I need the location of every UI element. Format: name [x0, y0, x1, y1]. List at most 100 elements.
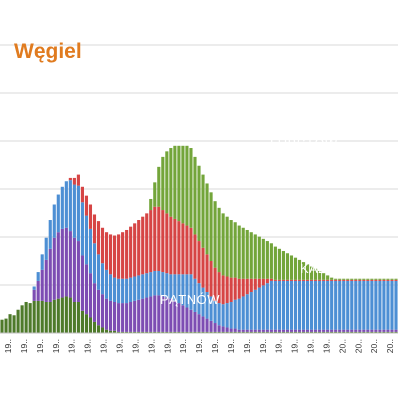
bar: [354, 329, 358, 332]
bar: [52, 237, 56, 300]
bar: [245, 331, 249, 333]
bar: [4, 318, 8, 333]
bar: [80, 255, 84, 311]
bar: [326, 280, 330, 330]
bar: [121, 232, 125, 279]
bar: [48, 220, 52, 249]
bar: [165, 331, 169, 333]
bar: [40, 300, 44, 333]
bar: [233, 328, 237, 332]
bar: [273, 246, 277, 280]
bar: [100, 227, 105, 264]
bar: [217, 207, 221, 273]
bar: [201, 247, 205, 288]
bar: [281, 251, 285, 280]
bar: [177, 331, 181, 333]
bar: [197, 331, 201, 333]
bar: [60, 186, 64, 229]
bar: [161, 296, 165, 332]
bar: [354, 280, 358, 330]
bar: [249, 331, 253, 333]
bar: [169, 148, 173, 217]
bar: [181, 274, 185, 306]
bar: [346, 279, 350, 281]
x-tick-label: 19..: [51, 339, 61, 353]
bar: [310, 331, 314, 333]
bar: [217, 272, 221, 304]
chart-title: Węgiel: [14, 40, 82, 63]
bar: [269, 329, 273, 332]
bar: [334, 280, 338, 330]
bar: [273, 329, 277, 332]
bar: [28, 303, 32, 333]
bar: [125, 278, 129, 304]
bar: [201, 287, 205, 317]
bar: [370, 280, 374, 330]
bar: [394, 279, 398, 281]
bar: [96, 325, 101, 333]
bar: [390, 279, 394, 281]
bar: [113, 277, 117, 302]
bar: [36, 300, 40, 333]
bar: [213, 267, 217, 301]
bar: [330, 329, 334, 332]
bar: [277, 331, 281, 333]
bar: [342, 280, 346, 330]
bar: [362, 278, 366, 280]
bar: [153, 206, 157, 271]
bar: [346, 280, 350, 330]
bar: [285, 280, 290, 330]
bar: [285, 331, 290, 333]
bar: [181, 331, 185, 333]
bar: [261, 278, 265, 286]
bar: [84, 314, 89, 333]
bar: [201, 316, 205, 332]
bar: [205, 331, 209, 333]
bar: [108, 234, 113, 275]
bar: [366, 329, 370, 332]
x-tick-label: 19..: [178, 339, 188, 353]
bar: [314, 331, 318, 333]
bar: [221, 331, 225, 333]
bar: [221, 326, 225, 332]
bar: [68, 297, 72, 333]
bar: [293, 329, 298, 332]
bar: [84, 195, 89, 216]
bar: [121, 278, 125, 304]
bar: [366, 279, 370, 281]
bar: [289, 280, 294, 330]
bar: [265, 283, 269, 330]
bar: [213, 331, 217, 333]
bar: [326, 275, 330, 280]
bar: [88, 317, 93, 333]
bar: [92, 283, 97, 322]
bar: [129, 301, 133, 332]
bar: [374, 278, 378, 280]
bar: [342, 329, 346, 332]
bar: [362, 329, 366, 332]
bar: [257, 287, 261, 330]
bar: [161, 331, 165, 333]
bar: [378, 280, 382, 330]
bar: [133, 331, 137, 333]
x-tick-label: 20..: [369, 339, 379, 353]
bar: [249, 329, 253, 332]
bar: [281, 331, 285, 333]
series-2: [32, 180, 398, 330]
x-tick-label: 20..: [337, 339, 347, 353]
bar: [92, 321, 97, 333]
bar: [217, 331, 221, 333]
bar: [197, 241, 201, 284]
bar: [205, 254, 209, 293]
bar: [394, 329, 398, 332]
bar: [346, 329, 350, 332]
bar: [40, 254, 44, 270]
bar: [289, 279, 294, 281]
bar: [265, 331, 269, 333]
bar: [378, 331, 382, 333]
bar: [370, 279, 374, 281]
bar: [301, 279, 306, 281]
bar: [193, 234, 197, 279]
bar: [326, 279, 330, 281]
x-tick-label: 19..: [321, 339, 331, 353]
